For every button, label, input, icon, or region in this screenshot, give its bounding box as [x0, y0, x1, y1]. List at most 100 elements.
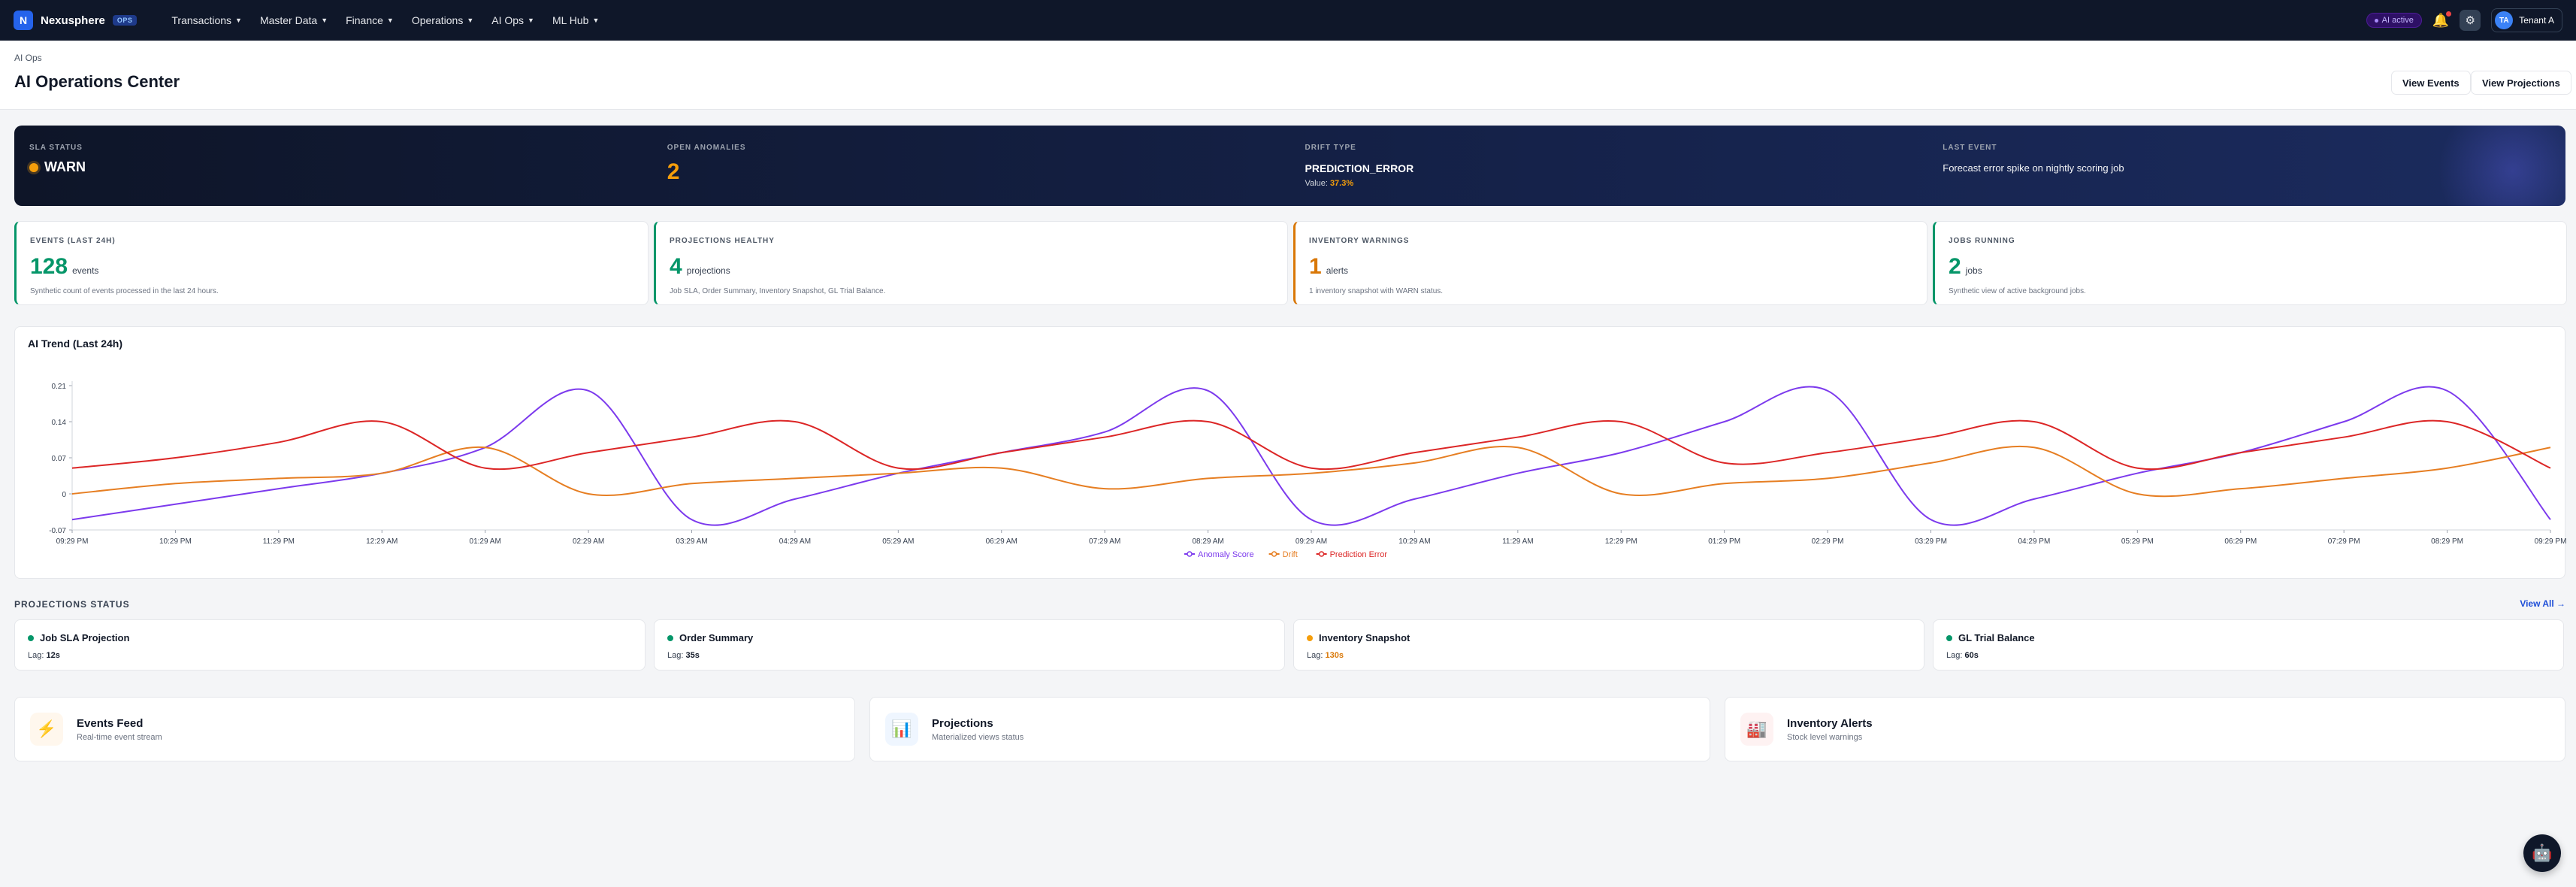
y-tick-label: 0.07: [52, 455, 67, 463]
menu-ai-ops[interactable]: AI Ops ▼: [491, 14, 534, 26]
projection-name: Order Summary: [679, 632, 754, 643]
x-tick-label: 12:29 PM: [1605, 537, 1637, 546]
menu-label: ML Hub: [552, 14, 589, 26]
kpi-line: 128 events: [30, 254, 634, 280]
kpi-label: INVENTORY WARNINGS: [1309, 237, 1410, 245]
status-dot-icon: [1307, 634, 1313, 641]
drift-sub-prefix: Value:: [1305, 179, 1328, 188]
kpi-desc: Job SLA, Order Summary, Inventory Snapsh…: [670, 287, 886, 295]
view-all-link[interactable]: View All →: [2520, 598, 2565, 609]
x-tick-label: 02:29 PM: [1812, 537, 1844, 546]
kpi-line: 4 projections: [670, 254, 1274, 280]
menu-transactions[interactable]: Transactions ▼: [171, 14, 242, 26]
x-tick-label: 01:29 PM: [1708, 537, 1740, 546]
kpi-desc: Synthetic count of events processed in t…: [30, 287, 219, 295]
ai-status-pill[interactable]: AI active: [2366, 13, 2422, 28]
kpi-label: EVENTS (LAST 24H): [30, 237, 116, 245]
lag-value: 12s: [46, 651, 60, 660]
warn-dot-icon: [29, 162, 38, 172]
quick-link-projections[interactable]: 📊 Projections Materialized views status: [869, 697, 1710, 761]
x-tick-label: 09:29 PM: [56, 537, 89, 546]
lag-value: 60s: [1964, 651, 1979, 660]
tenant-switcher[interactable]: TA Tenant A: [2491, 8, 2562, 32]
assistant-bot-icon[interactable]: 🤖: [2523, 834, 2561, 872]
status-dot-icon: [667, 634, 673, 641]
x-tick-label: 08:29 AM: [1192, 537, 1223, 546]
kpi-unit: jobs: [1965, 265, 1982, 276]
y-tick-label: -0.07: [49, 527, 66, 535]
kpi-unit: alerts: [1326, 265, 1349, 276]
projection-name: Inventory Snapshot: [1319, 632, 1410, 643]
menu-finance[interactable]: Finance ▼: [346, 14, 394, 26]
gear-icon[interactable]: ⚙: [2460, 10, 2481, 31]
y-tick-label: 0.14: [52, 419, 67, 427]
x-tick-label: 03:29 PM: [1915, 537, 1947, 546]
x-tick-label: 05:29 AM: [882, 537, 914, 546]
chevron-down-icon: ▼: [321, 17, 328, 24]
lag-label: Lag:: [667, 651, 684, 660]
lag-label: Lag:: [28, 651, 44, 660]
chart-title: AI Trend (Last 24h): [28, 338, 123, 350]
breadcrumb[interactable]: AI Ops: [14, 53, 42, 63]
kpi-card-projections[interactable]: PROJECTIONS HEALTHY 4 projections Job SLA…: [654, 221, 1288, 305]
projection-name-row: Job SLA Projection: [28, 632, 632, 643]
menu-label: Operations: [411, 14, 464, 26]
lightning-icon: ⚡: [30, 713, 63, 746]
quick-link-events-feed[interactable]: ⚡ Events Feed Real-time event stream: [14, 697, 855, 761]
lag-label: Lag:: [1307, 651, 1323, 660]
tenant-name: Tenant A: [2519, 15, 2554, 26]
x-tick-label: 04:29 AM: [779, 537, 811, 546]
kpi-label: JOBS RUNNING: [1949, 237, 2015, 245]
avatar: TA: [2495, 11, 2514, 29]
status-banner: SLA STATUS WARN OPEN ANOMALIES 2 DRIFT T…: [14, 126, 2565, 206]
projection-name-row: Inventory Snapshot: [1307, 632, 1911, 643]
quick-sub: Stock level warnings: [1787, 732, 1863, 742]
lag-value: 130s: [1325, 651, 1344, 660]
drift-sub-value: 37.3%: [1329, 179, 1354, 188]
status-dot-icon: [2374, 18, 2378, 23]
drift-value: PREDICTION_ERROR: [1305, 162, 1414, 174]
kpi-value: 1: [1309, 254, 1322, 279]
bell-icon[interactable]: 🔔: [2432, 11, 2452, 29]
series-line-anomaly-score: [71, 386, 2551, 526]
legend-marker-prediction-error: [1318, 551, 1325, 557]
x-tick-label: 08:29 PM: [2431, 537, 2463, 546]
sla-value-row: WARN: [29, 159, 637, 175]
x-tick-label: 06:29 AM: [986, 537, 1017, 546]
projection-card[interactable]: Job SLA Projection Lag: 12s: [14, 619, 646, 671]
kpi-card-jobs-running[interactable]: JOBS RUNNING 2 jobs Synthetic view of act…: [1933, 221, 2567, 305]
view-projections-button[interactable]: View Projections: [2471, 71, 2571, 95]
x-tick-label: 05:29 PM: [2121, 537, 2154, 546]
sla-label: SLA STATUS: [29, 144, 83, 152]
ai-status-label: AI active: [2381, 16, 2414, 25]
app-logo[interactable]: N: [14, 11, 33, 30]
x-tick-label: 07:29 AM: [1089, 537, 1120, 546]
projection-card[interactable]: GL Trial Balance Lag: 60s: [1933, 619, 2564, 671]
projection-card[interactable]: Order Summary Lag: 35s: [654, 619, 1285, 671]
menu-operations[interactable]: Operations ▼: [412, 14, 473, 26]
last-event-label: LAST EVENT: [1943, 144, 1997, 152]
lag-label: Lag:: [1946, 651, 1963, 660]
drift-type: DRIFT TYPE PREDICTION_ERROR Value: 37.3%: [1290, 126, 1928, 206]
quick-link-inventory-alerts[interactable]: 🏭 Inventory Alerts Stock level warnings: [1725, 697, 2565, 761]
anomalies-value: 2: [667, 159, 680, 184]
menu-master-data[interactable]: Master Data ▼: [260, 14, 328, 26]
legend-label-prediction-error: Prediction Error: [1330, 550, 1388, 559]
quick-text: Events Feed Real-time event stream: [77, 717, 162, 742]
projection-card[interactable]: Inventory Snapshot Lag: 130s: [1293, 619, 1924, 671]
kpi-line: 2 jobs: [1949, 254, 2553, 280]
menu-ml-hub[interactable]: ML Hub ▼: [552, 14, 599, 26]
kpi-desc: Synthetic view of active background jobs…: [1949, 287, 2086, 295]
quick-text: Projections Materialized views status: [932, 717, 1023, 742]
kpi-value: 4: [670, 254, 682, 279]
kpi-card-events[interactable]: EVENTS (LAST 24H) 128 events Synthetic co…: [14, 221, 649, 305]
projection-name: Job SLA Projection: [40, 632, 130, 643]
view-events-button[interactable]: View Events: [2391, 71, 2471, 95]
x-tick-label: 09:29 PM: [2535, 537, 2566, 546]
top-navbar: N Nexusphere OPS Transactions ▼ Master Da…: [0, 0, 2576, 41]
projection-name: GL Trial Balance: [1958, 632, 2035, 643]
kpi-card-inventory-warnings[interactable]: INVENTORY WARNINGS 1 alerts 1 inventory s…: [1293, 221, 1927, 305]
drift-label: DRIFT TYPE: [1305, 144, 1356, 152]
chevron-down-icon: ▼: [386, 17, 394, 24]
anomalies-label: OPEN ANOMALIES: [667, 144, 746, 152]
